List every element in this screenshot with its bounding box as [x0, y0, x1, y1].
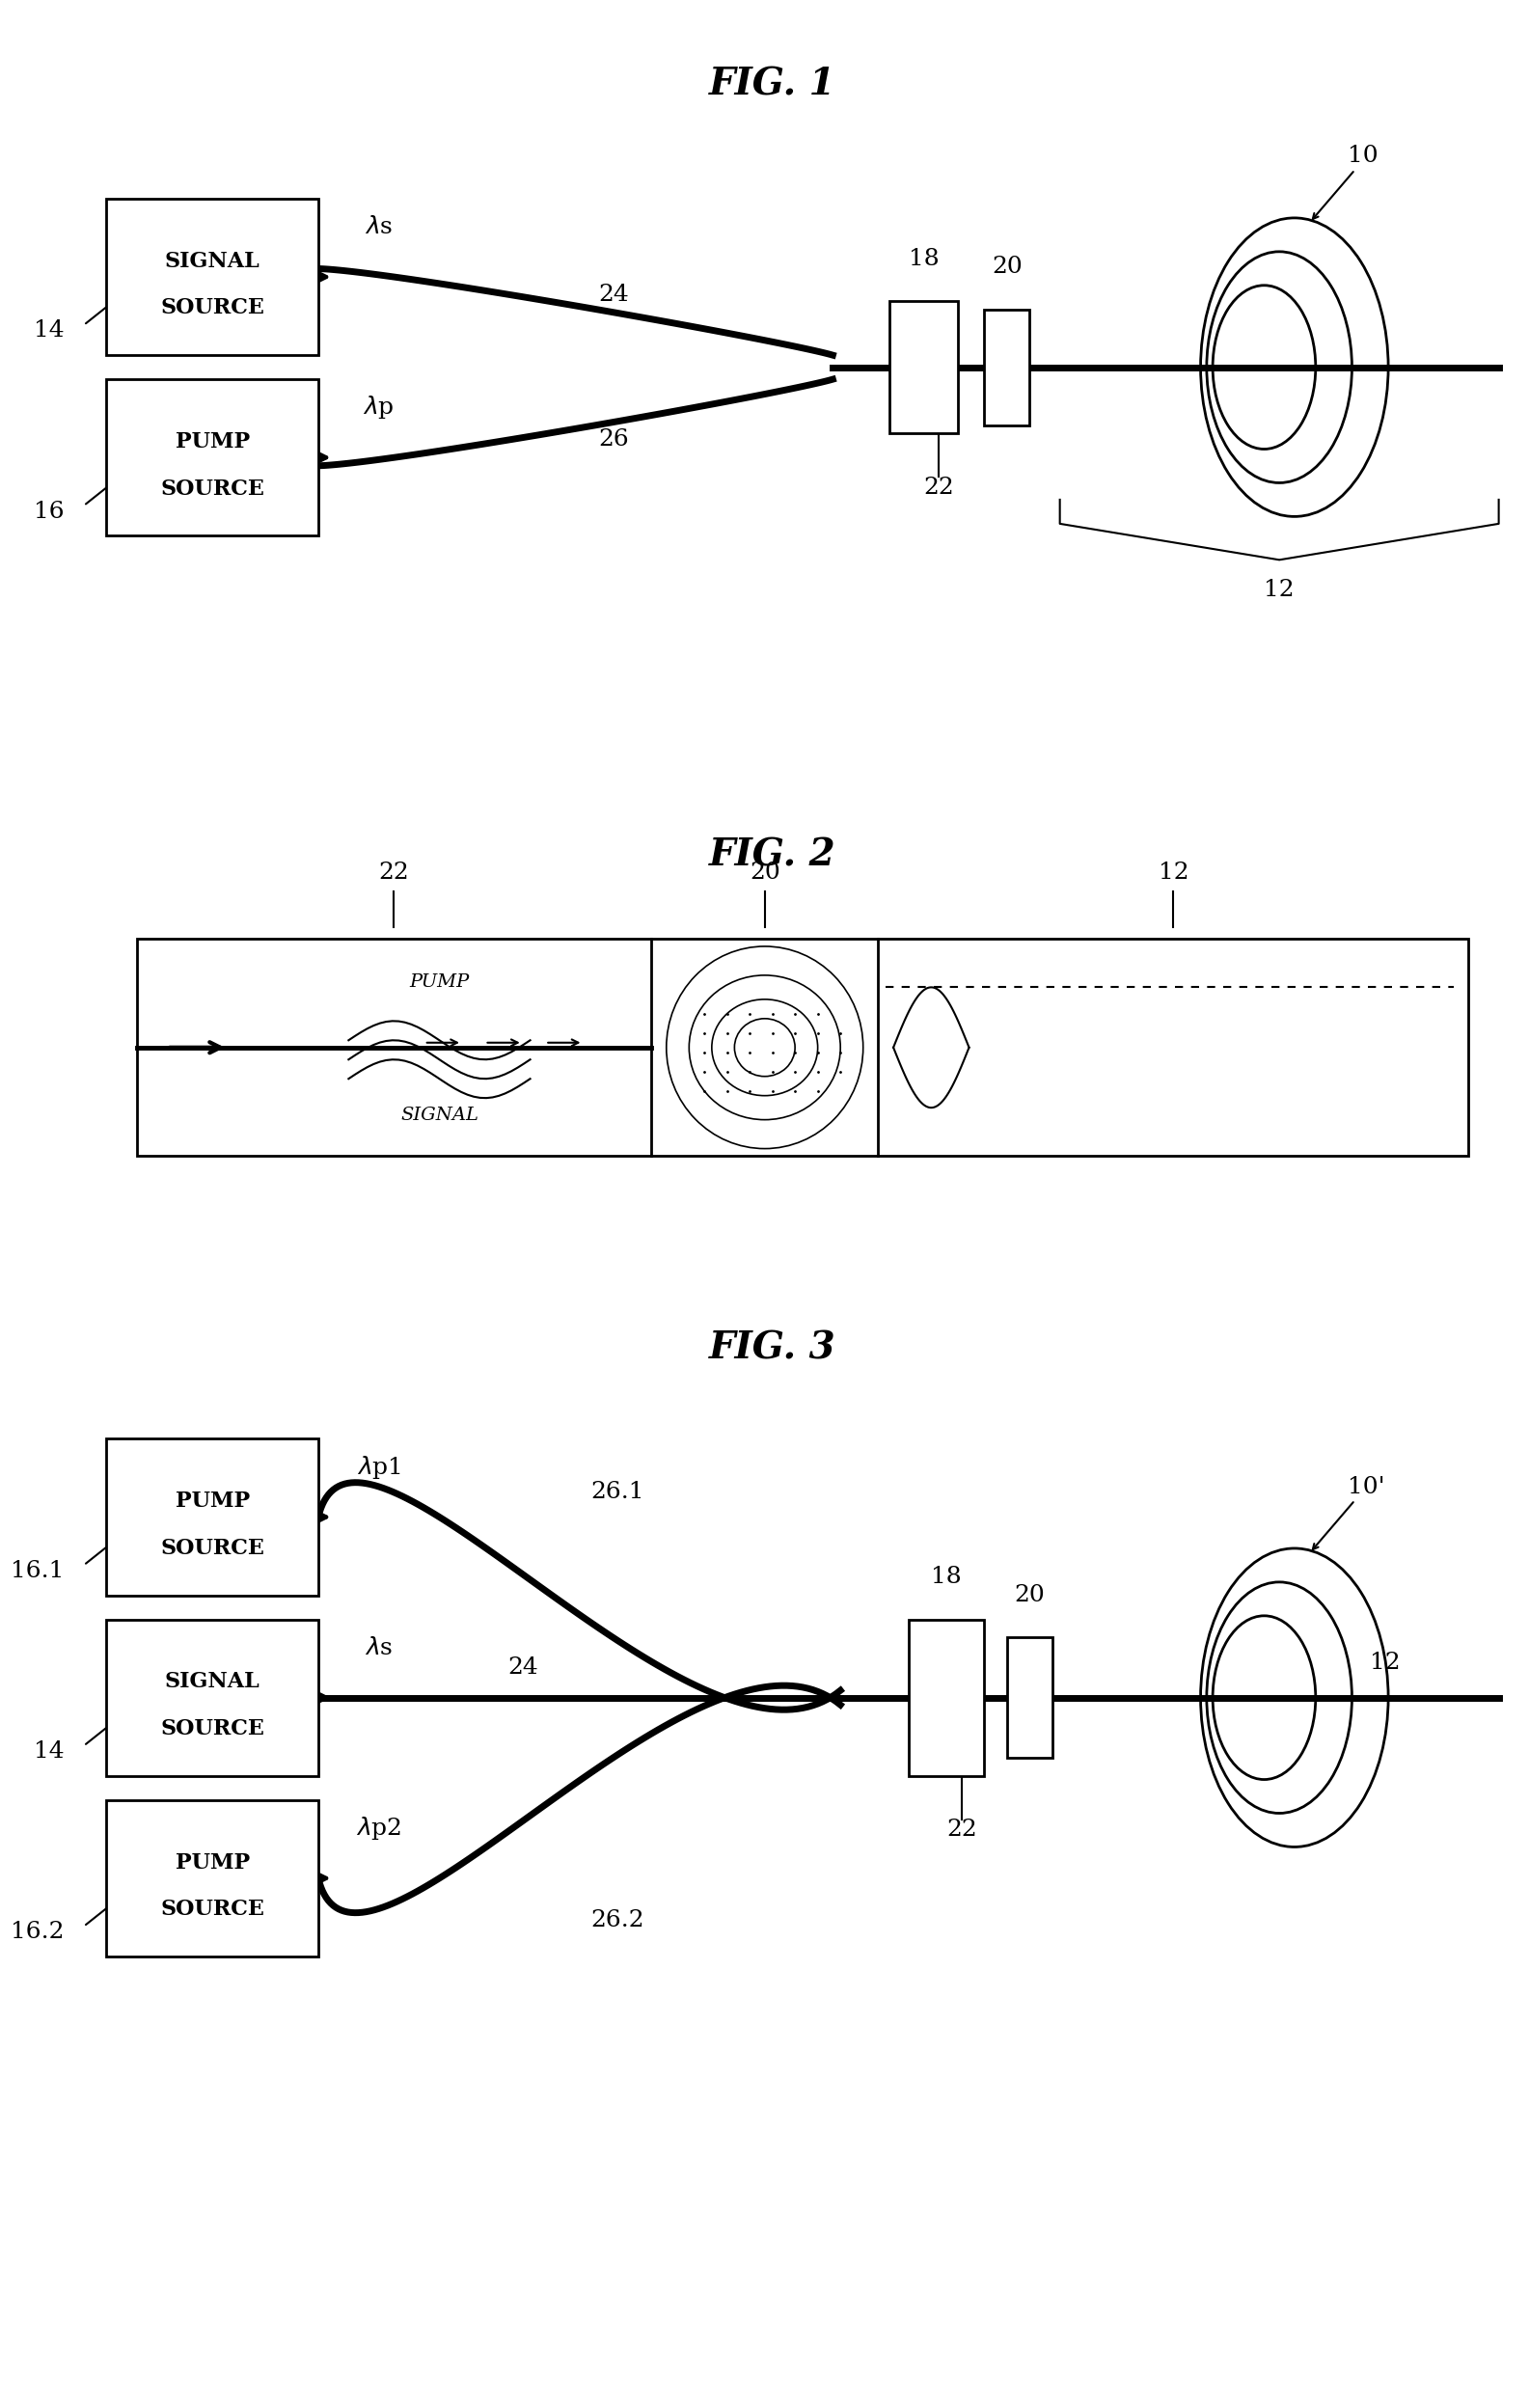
- Text: SOURCE: SOURCE: [161, 479, 265, 498]
- Bar: [136, 939, 1468, 1156]
- Text: SOURCE: SOURCE: [161, 1900, 265, 1919]
- Text: 12: 12: [1370, 1652, 1401, 1674]
- Text: 24: 24: [598, 284, 628, 306]
- Text: 14: 14: [34, 320, 64, 342]
- Text: $\lambda$p2: $\lambda$p2: [356, 1816, 402, 1842]
- Text: 20: 20: [1014, 1584, 1044, 1606]
- Bar: [107, 378, 318, 537]
- Bar: [890, 301, 957, 433]
- Text: 16: 16: [107, 441, 138, 462]
- Text: 22: 22: [946, 1818, 977, 1842]
- Text: 10': 10': [1347, 1476, 1385, 1498]
- Text: $\lambda$s: $\lambda$s: [364, 217, 393, 238]
- Text: 16.2: 16.2: [11, 1922, 64, 1943]
- Text: 16: 16: [34, 501, 64, 523]
- Text: PUMP: PUMP: [410, 973, 469, 992]
- Text: $\lambda$p1: $\lambda$p1: [356, 1454, 401, 1481]
- Bar: [107, 1438, 318, 1594]
- Text: FIG. 3: FIG. 3: [709, 1329, 836, 1368]
- Text: 20: 20: [749, 862, 780, 884]
- Text: 12: 12: [1264, 578, 1295, 602]
- Text: SOURCE: SOURCE: [161, 299, 265, 318]
- Text: 22: 22: [379, 862, 410, 884]
- Text: $\lambda$s: $\lambda$s: [364, 1637, 393, 1659]
- Bar: [985, 308, 1029, 424]
- Text: 26.1: 26.1: [590, 1481, 644, 1503]
- Bar: [107, 1801, 318, 1955]
- Text: 12: 12: [1157, 862, 1188, 884]
- Text: PUMP: PUMP: [176, 1491, 249, 1512]
- Text: SOURCE: SOURCE: [161, 1539, 265, 1558]
- Text: $\lambda$p: $\lambda$p: [362, 395, 394, 421]
- Bar: [107, 200, 318, 354]
- Text: 14: 14: [34, 1741, 64, 1763]
- Text: 20: 20: [992, 255, 1023, 279]
- Text: 26.2: 26.2: [590, 1910, 644, 1931]
- Text: SIGNAL: SIGNAL: [165, 250, 260, 272]
- Text: SIGNAL: SIGNAL: [165, 1671, 260, 1693]
- Text: PUMP: PUMP: [176, 1852, 249, 1873]
- Bar: [107, 1621, 318, 1777]
- Text: SIGNAL: SIGNAL: [401, 1105, 479, 1125]
- Bar: [908, 1621, 985, 1777]
- Bar: [1008, 1637, 1052, 1758]
- Text: PUMP: PUMP: [176, 431, 249, 453]
- Text: FIG. 2: FIG. 2: [709, 836, 836, 874]
- Text: 16.1: 16.1: [11, 1560, 64, 1582]
- Text: 10: 10: [1347, 144, 1378, 169]
- Text: 22: 22: [924, 477, 954, 498]
- Text: SOURCE: SOURCE: [161, 1719, 265, 1739]
- Text: 14: 14: [107, 260, 138, 282]
- Text: FIG. 1: FIG. 1: [709, 65, 836, 104]
- Text: 18: 18: [931, 1565, 962, 1589]
- Text: 24: 24: [508, 1657, 538, 1678]
- Text: 26: 26: [598, 429, 628, 450]
- Text: 18: 18: [908, 248, 939, 270]
